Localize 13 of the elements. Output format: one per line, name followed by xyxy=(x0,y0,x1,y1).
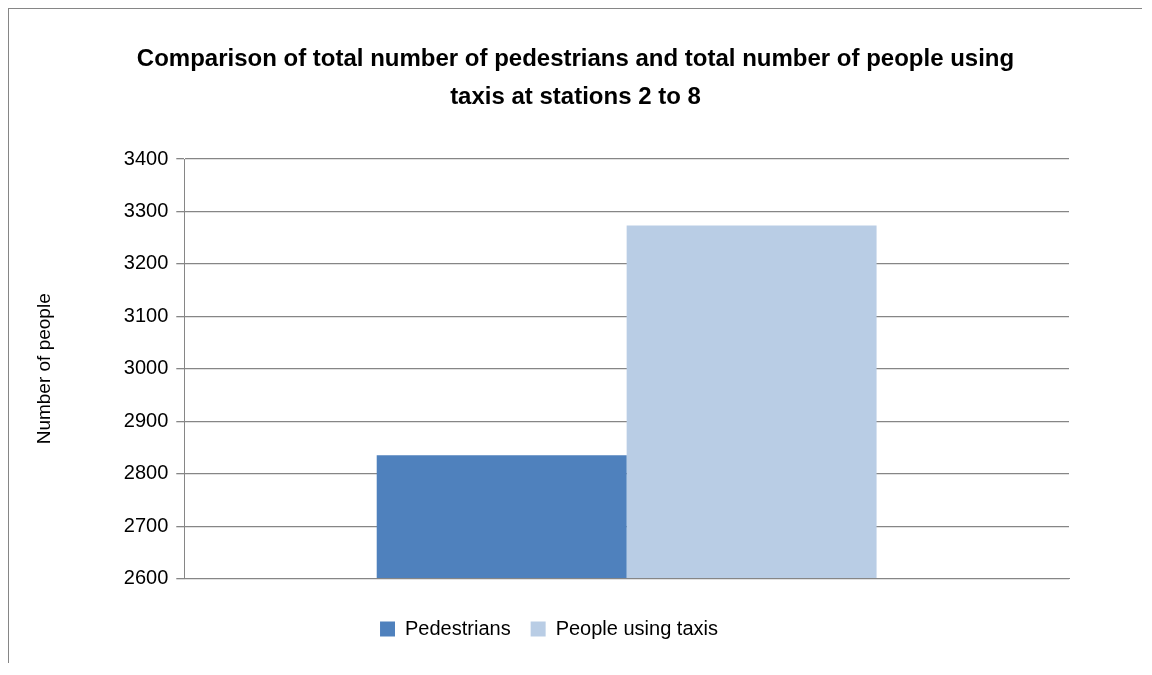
y-tick-label: 2700 xyxy=(123,513,169,536)
legend-label: Pedestrians xyxy=(405,616,511,639)
y-tick-label: 3300 xyxy=(123,198,169,221)
y-axis-title: Number of people xyxy=(32,293,54,445)
y-tick-label: 2600 xyxy=(123,566,169,589)
y-tick-label: 3100 xyxy=(123,303,169,326)
y-tick-label: 2800 xyxy=(123,461,169,484)
y-tick-label: 3000 xyxy=(123,356,169,379)
legend-label: People using taxis xyxy=(555,616,718,639)
y-tick-label: 2900 xyxy=(123,408,169,431)
chart-title: Comparison of total number of pedestrians and total number of people using taxis at stations 2 to 8 xyxy=(135,43,1016,111)
y-tick-label: 3400 xyxy=(123,146,169,169)
y-tick-label: 3200 xyxy=(123,251,169,274)
